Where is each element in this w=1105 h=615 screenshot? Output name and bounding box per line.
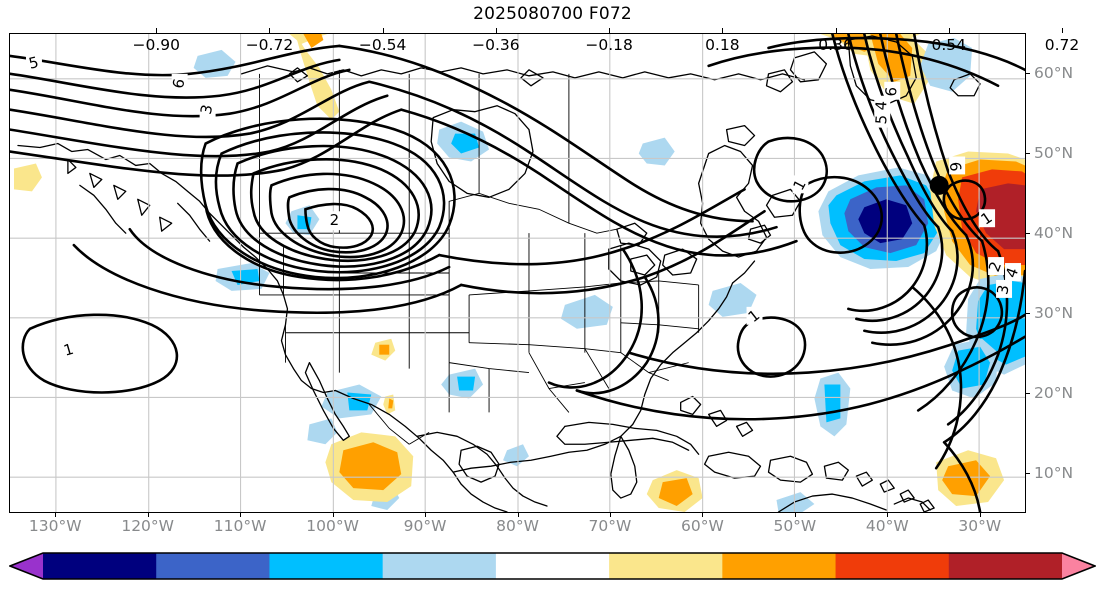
colorbar-tick-label: 0.36 bbox=[818, 36, 853, 54]
svg-text:1: 1 bbox=[62, 340, 76, 360]
colorbar-cell bbox=[495, 553, 610, 579]
x-tick-mark bbox=[425, 513, 427, 517]
colorbar-over-cap bbox=[1062, 553, 1095, 579]
svg-text:2: 2 bbox=[330, 211, 340, 229]
colorbar-under-cap bbox=[10, 553, 43, 579]
x-tick-label: 100°W bbox=[306, 517, 359, 535]
colorbar-cell bbox=[835, 553, 950, 579]
colorbar-tick-label: 0.54 bbox=[931, 36, 967, 54]
colorbar-cell bbox=[156, 553, 270, 579]
map-svg: 5 6 3 2 bbox=[10, 34, 1025, 512]
y-tick-mark bbox=[1026, 313, 1030, 314]
x-tick-mark bbox=[887, 513, 889, 517]
y-tick-mark bbox=[1026, 73, 1030, 74]
coastlines bbox=[17, 35, 981, 512]
colorbar-tick-label: −0.36 bbox=[472, 36, 520, 54]
x-tick-label: 60°W bbox=[681, 517, 724, 535]
colorbar-tick-mark bbox=[269, 28, 271, 33]
y-tick-label: 10°N bbox=[1034, 464, 1074, 482]
svg-text:3: 3 bbox=[197, 103, 217, 116]
colorbar-tick-label: −0.54 bbox=[358, 36, 407, 54]
colorbar-tick-labels: −0.90 −0.72 −0.54 −0.36 −0.18 0.18 0.36 0.54 0.7… bbox=[0, 0, 1105, 54]
colorbar-tick-label: −0.18 bbox=[585, 36, 633, 54]
x-tick-label: 110°W bbox=[213, 517, 267, 535]
colorbar-tick-mark bbox=[156, 28, 158, 33]
y-tick-label: 40°N bbox=[1034, 224, 1074, 242]
x-tick-mark bbox=[55, 513, 57, 517]
x-tick-label: 130°W bbox=[28, 517, 82, 535]
x-tick-mark bbox=[240, 513, 242, 517]
x-tick-mark bbox=[147, 513, 149, 517]
x-tick-label: 70°W bbox=[588, 517, 632, 535]
map-canvas: 5 6 3 2 bbox=[10, 34, 1025, 512]
colorbar-cell bbox=[43, 553, 157, 579]
x-tick-mark bbox=[332, 513, 334, 517]
colorbar-tick-label: 0.18 bbox=[705, 36, 740, 54]
svg-text:3: 3 bbox=[993, 284, 1012, 296]
colorbar-tick-label: −0.90 bbox=[132, 36, 180, 54]
y-tick-label: 30°N bbox=[1034, 304, 1074, 322]
x-tick-mark bbox=[609, 513, 611, 517]
colorbar-tick-mark bbox=[382, 28, 384, 33]
x-tick-mark bbox=[517, 513, 519, 517]
colorbar-cell bbox=[609, 553, 723, 579]
colorbar-cell bbox=[722, 553, 837, 579]
y-tick-mark bbox=[1026, 153, 1030, 154]
svg-text:5: 5 bbox=[27, 53, 41, 73]
x-tick-label: 120°W bbox=[121, 517, 175, 535]
y-tick-mark bbox=[1026, 473, 1030, 474]
y-tick-label: 20°N bbox=[1034, 384, 1074, 402]
x-tick-label: 30°W bbox=[958, 517, 1002, 535]
svg-text:5: 5 bbox=[872, 114, 891, 125]
colorbar-tick-label: 0.72 bbox=[1044, 36, 1080, 54]
line-contours bbox=[10, 34, 1025, 512]
colorbar-cell bbox=[382, 553, 497, 579]
x-tick-mark bbox=[979, 513, 981, 517]
svg-text:6: 6 bbox=[169, 77, 189, 90]
x-tick-label: 40°W bbox=[865, 517, 909, 535]
contour-labels: 5 6 3 2 bbox=[25, 53, 1022, 360]
y-tick-mark bbox=[1026, 393, 1030, 394]
colorbar-cell bbox=[948, 553, 1063, 579]
colorbar-cell bbox=[269, 553, 384, 579]
colorbar-tick-mark bbox=[835, 28, 837, 33]
colorbar-tick-mark bbox=[609, 28, 611, 33]
svg-text:4: 4 bbox=[872, 100, 891, 111]
colorbar-tick-mark bbox=[495, 28, 497, 33]
storm-marker-dot bbox=[929, 175, 949, 195]
colorbar-swatches bbox=[9, 552, 1096, 580]
colorbar-tick-mark bbox=[722, 28, 724, 33]
x-tick-label: 80°W bbox=[496, 517, 539, 535]
map-axes[interactable]: 5 6 3 2 bbox=[9, 33, 1026, 513]
svg-text:9: 9 bbox=[947, 161, 966, 172]
x-tick-label: 90°W bbox=[403, 517, 447, 535]
page-title: 2025080700 F072 bbox=[473, 4, 632, 24]
colorbar-tick-mark bbox=[1062, 28, 1063, 33]
y-tick-label: 50°N bbox=[1034, 144, 1074, 162]
colorbar[interactable] bbox=[9, 552, 1096, 586]
x-tick-mark bbox=[702, 513, 704, 517]
colorbar-tick-mark bbox=[948, 28, 950, 33]
x-tick-mark bbox=[794, 513, 796, 517]
x-tick-label: 50°W bbox=[773, 517, 817, 535]
y-tick-mark bbox=[1026, 233, 1030, 234]
colorbar-tick-label: −0.72 bbox=[245, 36, 294, 54]
svg-text:6: 6 bbox=[882, 86, 901, 97]
y-tick-label: 60°N bbox=[1034, 64, 1074, 82]
